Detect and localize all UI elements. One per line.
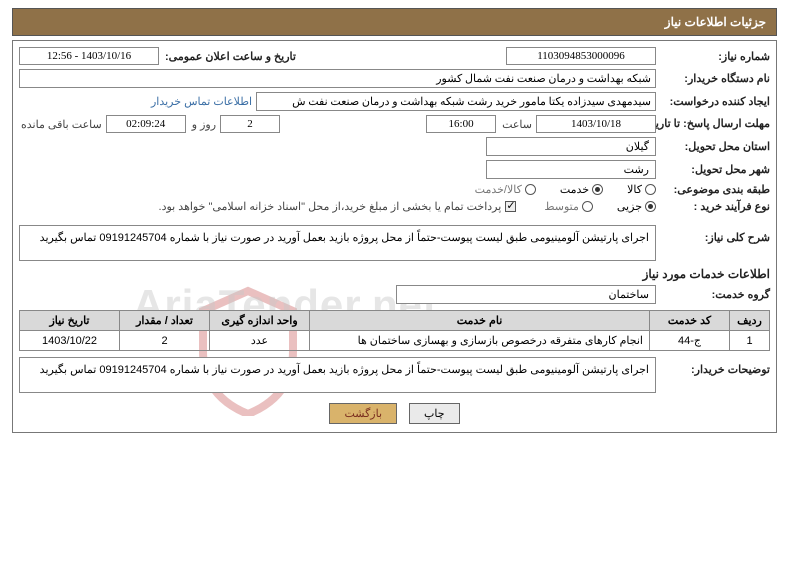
contact-link[interactable]: اطلاعات تماس خریدار: [151, 95, 252, 108]
radio-kala[interactable]: کالا: [627, 183, 656, 196]
buttons-row: چاپ بازگشت: [19, 395, 770, 428]
need-no-value: 1103094853000096: [506, 47, 656, 65]
days-value: 2: [220, 115, 280, 133]
back-button[interactable]: بازگشت: [329, 403, 397, 424]
payment-checkbox[interactable]: [505, 201, 516, 212]
buyer-org-label: نام دستگاه خریدار:: [660, 72, 770, 85]
requester-value: سیدمهدی سیدزاده یکتا مامور خرید رشت شبکه…: [256, 92, 656, 111]
buyer-notes: اجرای پارتیشن آلومینیومی طبق لیست پیوست-…: [19, 357, 656, 393]
purchase-type-group: جزیی متوسط: [544, 200, 656, 213]
remaining-label: ساعت باقی مانده: [19, 118, 102, 131]
panel-title: جزئیات اطلاعات نیاز: [665, 15, 766, 29]
desc-label: شرح کلی نیاز:: [660, 225, 770, 244]
main-panel: AriaTender.net شماره نیاز: 1103094853000…: [12, 40, 777, 433]
announce-label: تاریخ و ساعت اعلان عمومی:: [163, 50, 296, 63]
radio-both[interactable]: کالا/خدمت: [475, 183, 536, 196]
service-group-label: گروه خدمت:: [660, 288, 770, 301]
category-label: طبقه بندی موضوعی:: [660, 183, 770, 196]
category-radio-group: کالا خدمت کالا/خدمت: [475, 183, 656, 196]
desc-text: اجرای پارتیشن آلومینیومی طبق لیست پیوست-…: [19, 225, 656, 261]
services-table: ردیف کد خدمت نام خدمت واحد اندازه گیری ت…: [19, 310, 770, 351]
need-no-label: شماره نیاز:: [660, 50, 770, 63]
buyer-notes-label: توضیحات خریدار:: [660, 357, 770, 376]
th-code: کد خدمت: [650, 311, 730, 331]
days-and: روز و: [190, 118, 216, 131]
print-button[interactable]: چاپ: [409, 403, 460, 424]
table-row: 1 ج-44 انجام کارهای متفرقه درخصوص بازساز…: [20, 331, 770, 351]
panel-header: جزئیات اطلاعات نیاز: [12, 8, 777, 36]
radio-minor[interactable]: جزیی: [617, 200, 656, 213]
province-label: استان محل تحویل:: [660, 140, 770, 153]
th-unit: واحد اندازه گیری: [210, 311, 310, 331]
requester-label: ایجاد کننده درخواست:: [660, 95, 770, 108]
announce-value: 1403/10/16 - 12:56: [19, 47, 159, 65]
time-label: ساعت: [500, 118, 532, 131]
remaining-time: 02:09:24: [106, 115, 186, 133]
service-group-value: ساختمان: [396, 285, 656, 304]
deadline-date: 1403/10/18: [536, 115, 656, 133]
city-label: شهر محل تحویل:: [660, 163, 770, 176]
th-qty: تعداد / مقدار: [120, 311, 210, 331]
th-name: نام خدمت: [310, 311, 650, 331]
th-row: ردیف: [730, 311, 770, 331]
buyer-org-value: شبکه بهداشت و درمان صنعت نفت شمال کشور: [19, 69, 656, 88]
province-value: گیلان: [486, 137, 656, 156]
th-date: تاریخ نیاز: [20, 311, 120, 331]
services-section-title: اطلاعات خدمات مورد نیاز: [19, 267, 770, 281]
payment-note: پرداخت تمام یا بخشی از مبلغ خرید،از محل …: [157, 200, 502, 213]
radio-khadmat[interactable]: خدمت: [560, 183, 603, 196]
deadline-label: مهلت ارسال پاسخ: تا تاریخ:: [660, 117, 770, 131]
deadline-time: 16:00: [426, 115, 496, 133]
purchase-type-label: نوع فرآیند خرید :: [660, 200, 770, 213]
city-value: رشت: [486, 160, 656, 179]
radio-medium[interactable]: متوسط: [544, 200, 593, 213]
